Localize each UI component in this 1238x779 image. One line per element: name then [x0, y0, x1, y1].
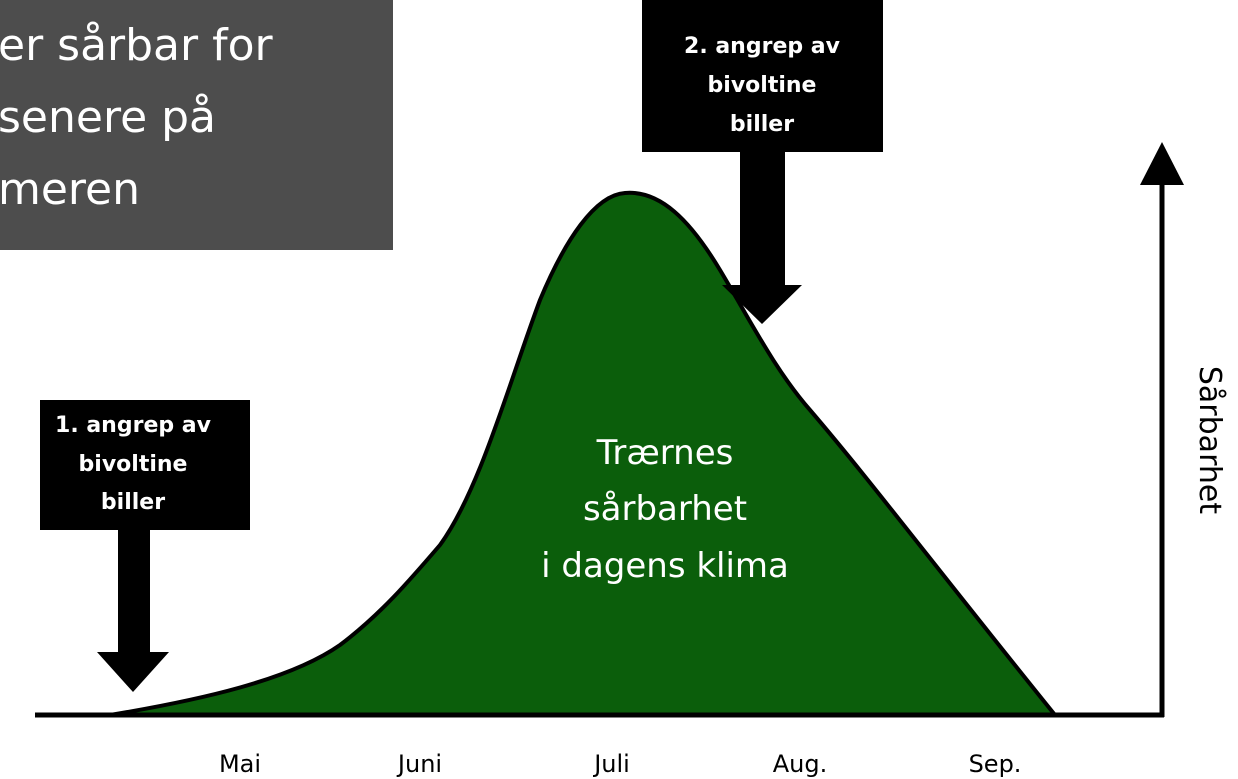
- attack-2-box: [642, 0, 883, 152]
- month-label: Sep.: [969, 750, 1022, 778]
- month-label: Aug.: [773, 750, 828, 778]
- curve-label: sårbarhet: [583, 489, 747, 529]
- attack-2-arrow: [722, 152, 802, 324]
- attack-2-text: biller: [730, 112, 794, 137]
- axis-label: Sårbarhet: [1192, 366, 1227, 514]
- callout-line: senere på: [0, 92, 216, 143]
- attack-2-text: bivoltine: [708, 73, 817, 98]
- attack-1-arrow: [97, 530, 169, 692]
- attack-1-text: 1. angrep av: [55, 413, 212, 438]
- callout-line: meren: [0, 164, 140, 215]
- callout-line: er sårbar for: [0, 20, 274, 71]
- attack-1-box: [40, 400, 250, 530]
- callout-box: [0, 0, 393, 250]
- month-label: Juni: [396, 750, 442, 778]
- vulnerability-curve: [109, 190, 1060, 717]
- attack-1-text: bivoltine: [79, 452, 188, 477]
- attack-2-text: 2. angrep av: [684, 34, 841, 59]
- y-axis-arrowhead: [1140, 142, 1184, 185]
- curve-label: Trærnes: [596, 433, 734, 473]
- attack-1-text: biller: [101, 490, 165, 515]
- month-label: Juli: [592, 750, 630, 778]
- month-label: Mai: [219, 750, 261, 778]
- curve-label: i dagens klima: [541, 546, 789, 586]
